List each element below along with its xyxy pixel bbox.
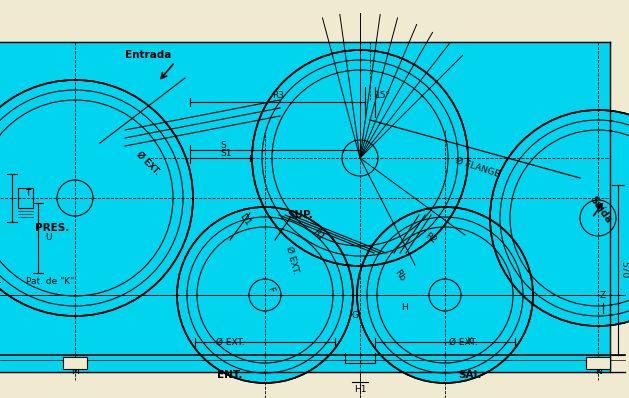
- Text: Ø EXT.: Ø EXT.: [135, 150, 161, 176]
- Bar: [18, 188, 33, 208]
- Bar: [63, 357, 87, 369]
- Text: 570: 570: [620, 261, 628, 279]
- Text: Z: Z: [600, 291, 606, 300]
- Text: N: N: [594, 367, 601, 377]
- Text: SAI.: SAI.: [459, 370, 482, 380]
- Text: R1: R1: [311, 228, 325, 242]
- Text: Ø FLANGE: Ø FLANGE: [455, 157, 501, 179]
- Text: D1: D1: [238, 212, 252, 228]
- Text: Rb: Rb: [393, 267, 407, 283]
- Text: S: S: [220, 142, 226, 150]
- Text: H: H: [402, 304, 408, 312]
- Circle shape: [0, 80, 193, 316]
- Text: Saída: Saída: [587, 195, 613, 225]
- Text: Ø EXT.: Ø EXT.: [284, 245, 300, 275]
- Text: R3: R3: [272, 90, 284, 100]
- Bar: [586, 357, 610, 369]
- Text: H1: H1: [353, 386, 366, 394]
- Text: 15°: 15°: [375, 92, 391, 101]
- Circle shape: [490, 110, 629, 326]
- Text: F: F: [265, 286, 275, 294]
- Text: Entrada: Entrada: [125, 50, 171, 60]
- Circle shape: [252, 50, 468, 266]
- Text: T: T: [25, 189, 31, 197]
- Text: Pat. de "K": Pat. de "K": [26, 277, 74, 287]
- Text: R2: R2: [423, 231, 437, 245]
- Text: Ø EXT.: Ø EXT.: [448, 338, 477, 347]
- Bar: [0, 42, 610, 372]
- Text: G: G: [352, 310, 359, 320]
- Text: X: X: [467, 338, 473, 347]
- Text: ENT.: ENT.: [217, 370, 243, 380]
- Text: S1: S1: [220, 150, 231, 158]
- Text: U: U: [45, 234, 51, 242]
- Circle shape: [177, 207, 353, 383]
- Text: Ø EXT.: Ø EXT.: [135, 150, 161, 176]
- Text: Ø EXT.: Ø EXT.: [216, 338, 244, 347]
- Circle shape: [357, 207, 533, 383]
- Text: M: M: [71, 367, 79, 377]
- Text: SUP.: SUP.: [287, 210, 313, 220]
- Text: PRES.: PRES.: [35, 223, 69, 233]
